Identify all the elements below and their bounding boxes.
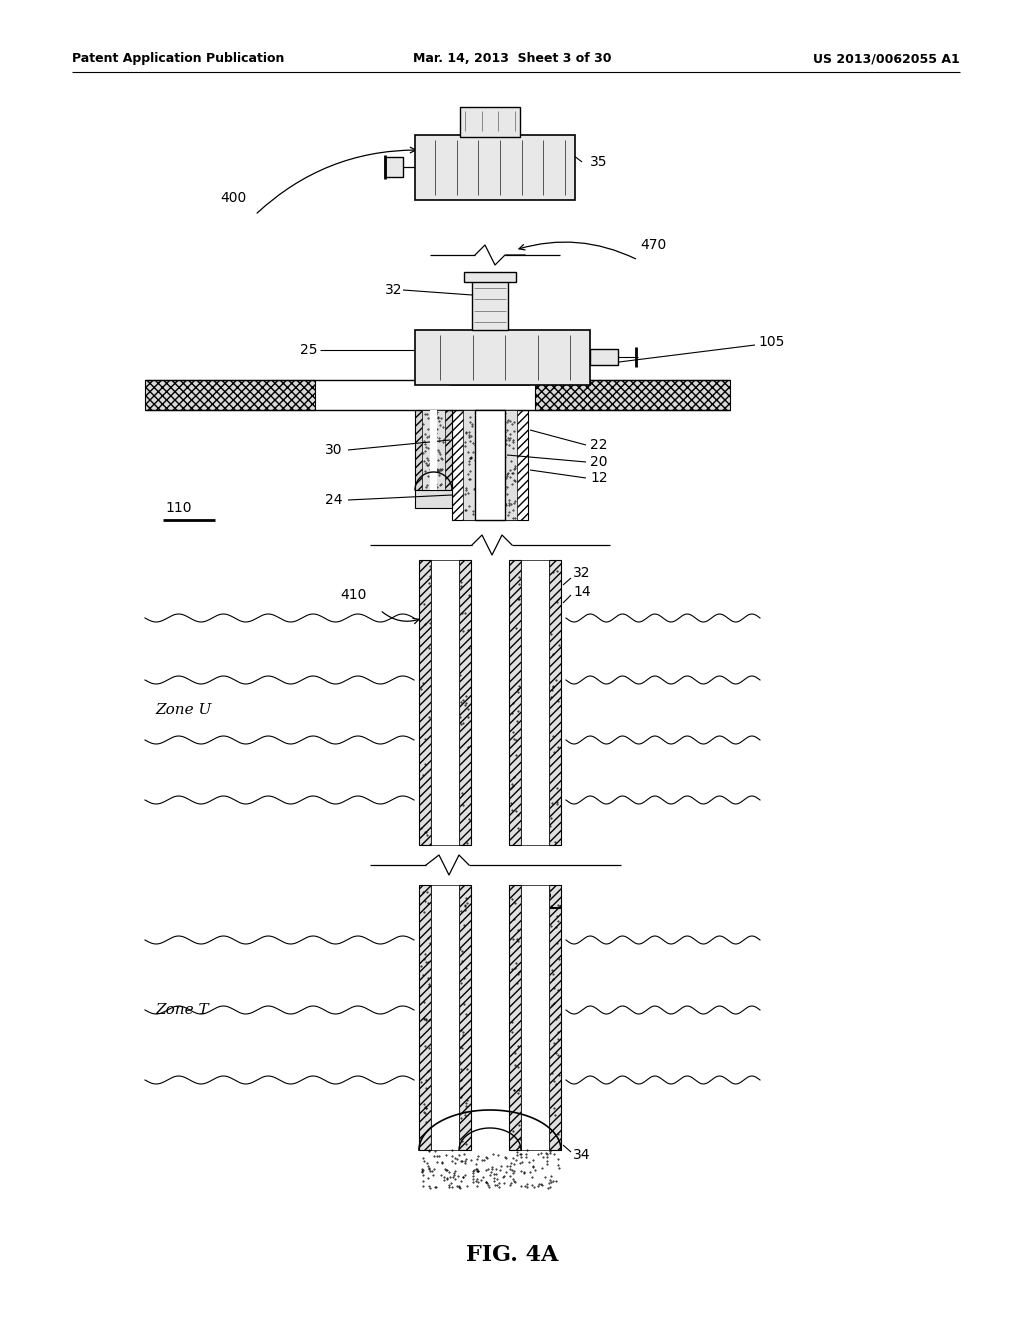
Text: 30: 30 bbox=[325, 444, 342, 457]
Bar bbox=[509, 884, 521, 1150]
Bar bbox=[415, 330, 590, 385]
Text: 22: 22 bbox=[590, 438, 607, 451]
Text: 24: 24 bbox=[325, 492, 342, 507]
Bar bbox=[422, 411, 445, 490]
Bar bbox=[472, 280, 508, 330]
Text: 110: 110 bbox=[165, 502, 191, 515]
Bar bbox=[549, 560, 561, 845]
Bar bbox=[590, 348, 618, 366]
Text: 470: 470 bbox=[640, 238, 667, 252]
Text: 32: 32 bbox=[573, 566, 591, 579]
Bar bbox=[145, 380, 315, 411]
Bar bbox=[549, 884, 561, 1150]
Text: FIG. 4A: FIG. 4A bbox=[466, 1243, 558, 1266]
Bar bbox=[419, 560, 431, 845]
Bar bbox=[385, 157, 403, 177]
Bar bbox=[509, 560, 521, 845]
Bar bbox=[415, 490, 452, 508]
Bar bbox=[464, 272, 516, 282]
Bar bbox=[459, 560, 471, 845]
Bar bbox=[521, 560, 549, 845]
Bar bbox=[463, 411, 517, 520]
Bar bbox=[431, 560, 459, 845]
Bar bbox=[521, 884, 549, 1150]
Text: 32: 32 bbox=[385, 282, 402, 297]
Polygon shape bbox=[450, 380, 530, 385]
Text: Patent Application Publication: Patent Application Publication bbox=[72, 51, 285, 65]
Text: 14: 14 bbox=[573, 585, 591, 599]
Bar bbox=[419, 884, 431, 1150]
Bar bbox=[415, 411, 452, 490]
Text: 410: 410 bbox=[340, 587, 367, 602]
Bar bbox=[459, 884, 471, 1150]
Bar bbox=[475, 411, 505, 520]
Text: US 2013/0062055 A1: US 2013/0062055 A1 bbox=[813, 51, 961, 65]
Bar bbox=[535, 380, 730, 411]
Text: Zone T: Zone T bbox=[155, 1003, 209, 1016]
Text: 35: 35 bbox=[590, 154, 607, 169]
Text: 405: 405 bbox=[526, 888, 552, 902]
Text: 34: 34 bbox=[573, 1148, 591, 1162]
Bar bbox=[415, 135, 575, 201]
Bar bbox=[431, 884, 459, 1150]
Text: 20: 20 bbox=[590, 455, 607, 469]
Text: 12: 12 bbox=[590, 471, 607, 484]
Bar bbox=[430, 411, 437, 490]
Bar bbox=[452, 411, 528, 520]
Text: Mar. 14, 2013  Sheet 3 of 30: Mar. 14, 2013 Sheet 3 of 30 bbox=[413, 51, 611, 65]
Text: 25: 25 bbox=[300, 343, 317, 356]
Text: 400: 400 bbox=[220, 191, 246, 205]
Text: Zone U: Zone U bbox=[155, 704, 211, 717]
Text: 105: 105 bbox=[758, 335, 784, 348]
Bar bbox=[460, 107, 520, 137]
